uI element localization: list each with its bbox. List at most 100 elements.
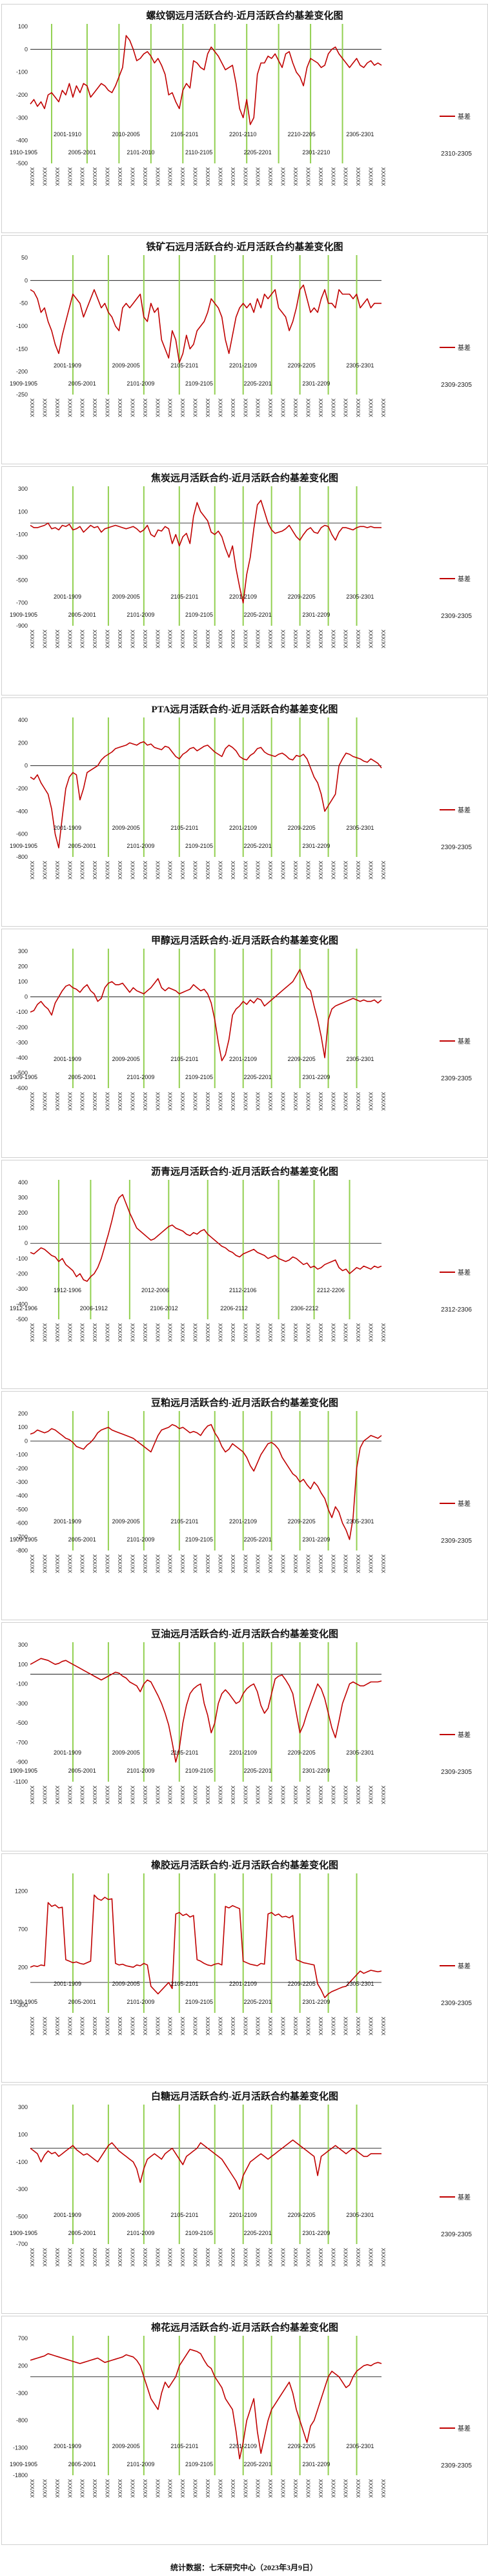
x-tick-label: XXX/XX	[129, 1323, 135, 1343]
x-tick-label: XXX/XX	[129, 167, 135, 187]
contract-pair-label: 2009-2005	[112, 2212, 140, 2218]
y-tick-label: -900	[16, 623, 28, 629]
y-tick-label: 0	[25, 763, 28, 769]
x-tick-label: XXX/XX	[192, 630, 198, 649]
x-tick-label: XXX/XX	[41, 630, 47, 649]
y-tick-label: 100	[18, 2131, 28, 2138]
y-tick-label: -800	[16, 1547, 28, 1554]
x-tick-label: XXX/XX	[280, 1554, 286, 1574]
contract-pair-label: 1909-1905	[10, 1767, 37, 1774]
x-tick-label: XXX/XX	[330, 630, 336, 649]
x-tick-label: XXX/XX	[129, 861, 135, 880]
x-tick-label: XXX/XX	[255, 2479, 261, 2499]
x-tick-label: XXX/XX	[292, 1323, 298, 1343]
contract-pair-label: 2109-2105	[185, 843, 213, 849]
chart-panel: PTA远月活跃合约-近月活跃合约基差变化图 400 200 0 -200 -400 -600…	[1, 697, 488, 927]
x-tick-label: XXX/XX	[154, 1092, 160, 1111]
y-tick-label: -300	[16, 1700, 28, 1707]
chart-plot: 300 100 -100 -300 -500 -700 -900 -1100 2001-1909…	[10, 1642, 386, 1805]
x-tick-label: XXX/XX	[117, 167, 123, 187]
contract-pair-label: 2005-2001	[68, 1767, 96, 1774]
latest-contract-pair: 2309-2305	[441, 2231, 472, 2238]
x-tick-label: XXX/XX	[142, 861, 148, 880]
y-tick-label: 300	[18, 1642, 28, 1648]
y-tick-label: -300	[16, 1039, 28, 1046]
y-tick-label: -200	[16, 1024, 28, 1031]
contract-pair-label: 2005-2001	[68, 1074, 96, 1080]
y-tick-label: -1100	[14, 1778, 28, 1785]
contract-pair-label: 2201-2109	[229, 1981, 257, 1987]
contract-pair-label: 2305-2301	[346, 1518, 374, 1525]
contract-pair-label: 2001-1910	[54, 131, 81, 138]
x-tick-label: XXX/XX	[117, 1786, 123, 1805]
contract-pair-label: 2005-2001	[68, 1536, 96, 1543]
y-tick-label: -300	[16, 554, 28, 561]
contract-pair-label: 2301-2209	[302, 1767, 330, 1774]
contract-pair-label: 2009-2005	[112, 1981, 140, 1987]
x-tick-label: XXX/XX	[54, 1323, 60, 1343]
contract-pair-label: 2209-2205	[288, 362, 316, 369]
chart-panel: 橡胶远月活跃合约-近月活跃合约基差变化图 1200 700 200 -300 2001-1…	[1, 1853, 488, 2083]
x-tick-label: XXX/XX	[129, 1092, 135, 1111]
x-tick-label: XXX/XX	[230, 1786, 236, 1805]
x-tick-label: XXX/XX	[368, 630, 374, 649]
x-tick-label: XXX/XX	[255, 2248, 261, 2267]
x-tick-label: XXX/XX	[305, 2017, 310, 2036]
y-tick-label: -400	[16, 138, 28, 144]
x-tick-label: XXX/XX	[117, 630, 123, 649]
contract-pair-label: 2105-2101	[170, 1749, 198, 1756]
y-tick-label: -400	[16, 808, 28, 814]
x-tick-label: XXX/XX	[54, 1092, 60, 1111]
contract-pair-label: 2005-2001	[68, 612, 96, 618]
y-tick-label: 1200	[15, 1888, 28, 1895]
x-tick-label: XXX/XX	[54, 167, 60, 187]
contract-pair-label: 2001-1909	[54, 1518, 81, 1525]
x-tick-label: XXX/XX	[105, 1554, 110, 1574]
contract-pair-label: 2105-2101	[170, 593, 198, 600]
x-tick-label: XXX/XX	[54, 2248, 60, 2267]
chart-panel: 沥青远月活跃合约-近月活跃合约基差变化图 400 300 200 100 0 -100 -20…	[1, 1160, 488, 1389]
x-tick-label: XXX/XX	[305, 861, 310, 880]
x-tick-label: XXX/XX	[355, 630, 361, 649]
y-tick-label: -400	[16, 1301, 28, 1307]
contract-pair-label: 1909-1905	[10, 1074, 37, 1080]
chart-legend: 基差	[440, 1961, 471, 1970]
y-tick-label: -400	[16, 1055, 28, 1061]
y-tick-label: 300	[18, 2104, 28, 2110]
y-tick-label: -600	[16, 1085, 28, 1091]
x-tick-label: XXX/XX	[255, 1323, 261, 1343]
x-tick-label: XXX/XX	[167, 630, 173, 649]
legend-swatch	[440, 1733, 455, 1735]
contract-pair-label: 2005-2001	[68, 149, 96, 156]
x-tick-label: XXX/XX	[242, 1323, 248, 1343]
y-tick-label: 300	[18, 486, 28, 492]
contract-pair-label: 2105-2101	[170, 1981, 198, 1987]
contract-pair-label: 2301-2209	[302, 1074, 330, 1080]
x-tick-label: XXX/XX	[267, 398, 273, 418]
x-tick-label: XXX/XX	[92, 630, 97, 649]
legend-swatch	[440, 1271, 455, 1273]
chart-title: PTA远月活跃合约-近月活跃合约基差变化图	[151, 705, 338, 715]
contract-pair-label: 2305-2301	[346, 1749, 374, 1756]
x-tick-label: XXX/XX	[267, 2479, 273, 2499]
y-tick-label: -500	[16, 1316, 28, 1323]
x-tick-label: XXX/XX	[179, 2248, 185, 2267]
chart-legend: 基差	[440, 2423, 471, 2433]
contract-pair-label: 2009-2005	[112, 1518, 140, 1525]
contract-pair-label: 2005-2001	[68, 2461, 96, 2468]
chart-legend: 基差	[440, 805, 471, 814]
x-tick-label: XXX/XX	[217, 398, 223, 418]
contract-pair-label: 1909-1905	[10, 843, 37, 849]
y-tick-label: -1300	[13, 2445, 28, 2451]
chart-plot: 100 0 -100 -200 -300 -400 -500 2001-1910 2010-20…	[10, 23, 386, 187]
contract-pair-label: 2205-2201	[244, 1999, 272, 2005]
basis-series-line	[30, 284, 381, 364]
x-tick-label: XXX/XX	[242, 1092, 248, 1111]
chart-title: 沥青远月活跃合约-近月活跃合约基差变化图	[151, 1167, 338, 1177]
x-tick-label: XXX/XX	[117, 2017, 123, 2036]
chart-panel: 甲醇远月活跃合约-近月活跃合约基差变化图 300 200 100 0 -100 -200 -3…	[1, 929, 488, 1158]
y-tick-label: 0	[25, 994, 28, 1000]
legend-label: 基差	[458, 1270, 471, 1277]
contract-pair-label: 2001-1909	[54, 362, 81, 369]
x-tick-label: XXX/XX	[54, 630, 60, 649]
